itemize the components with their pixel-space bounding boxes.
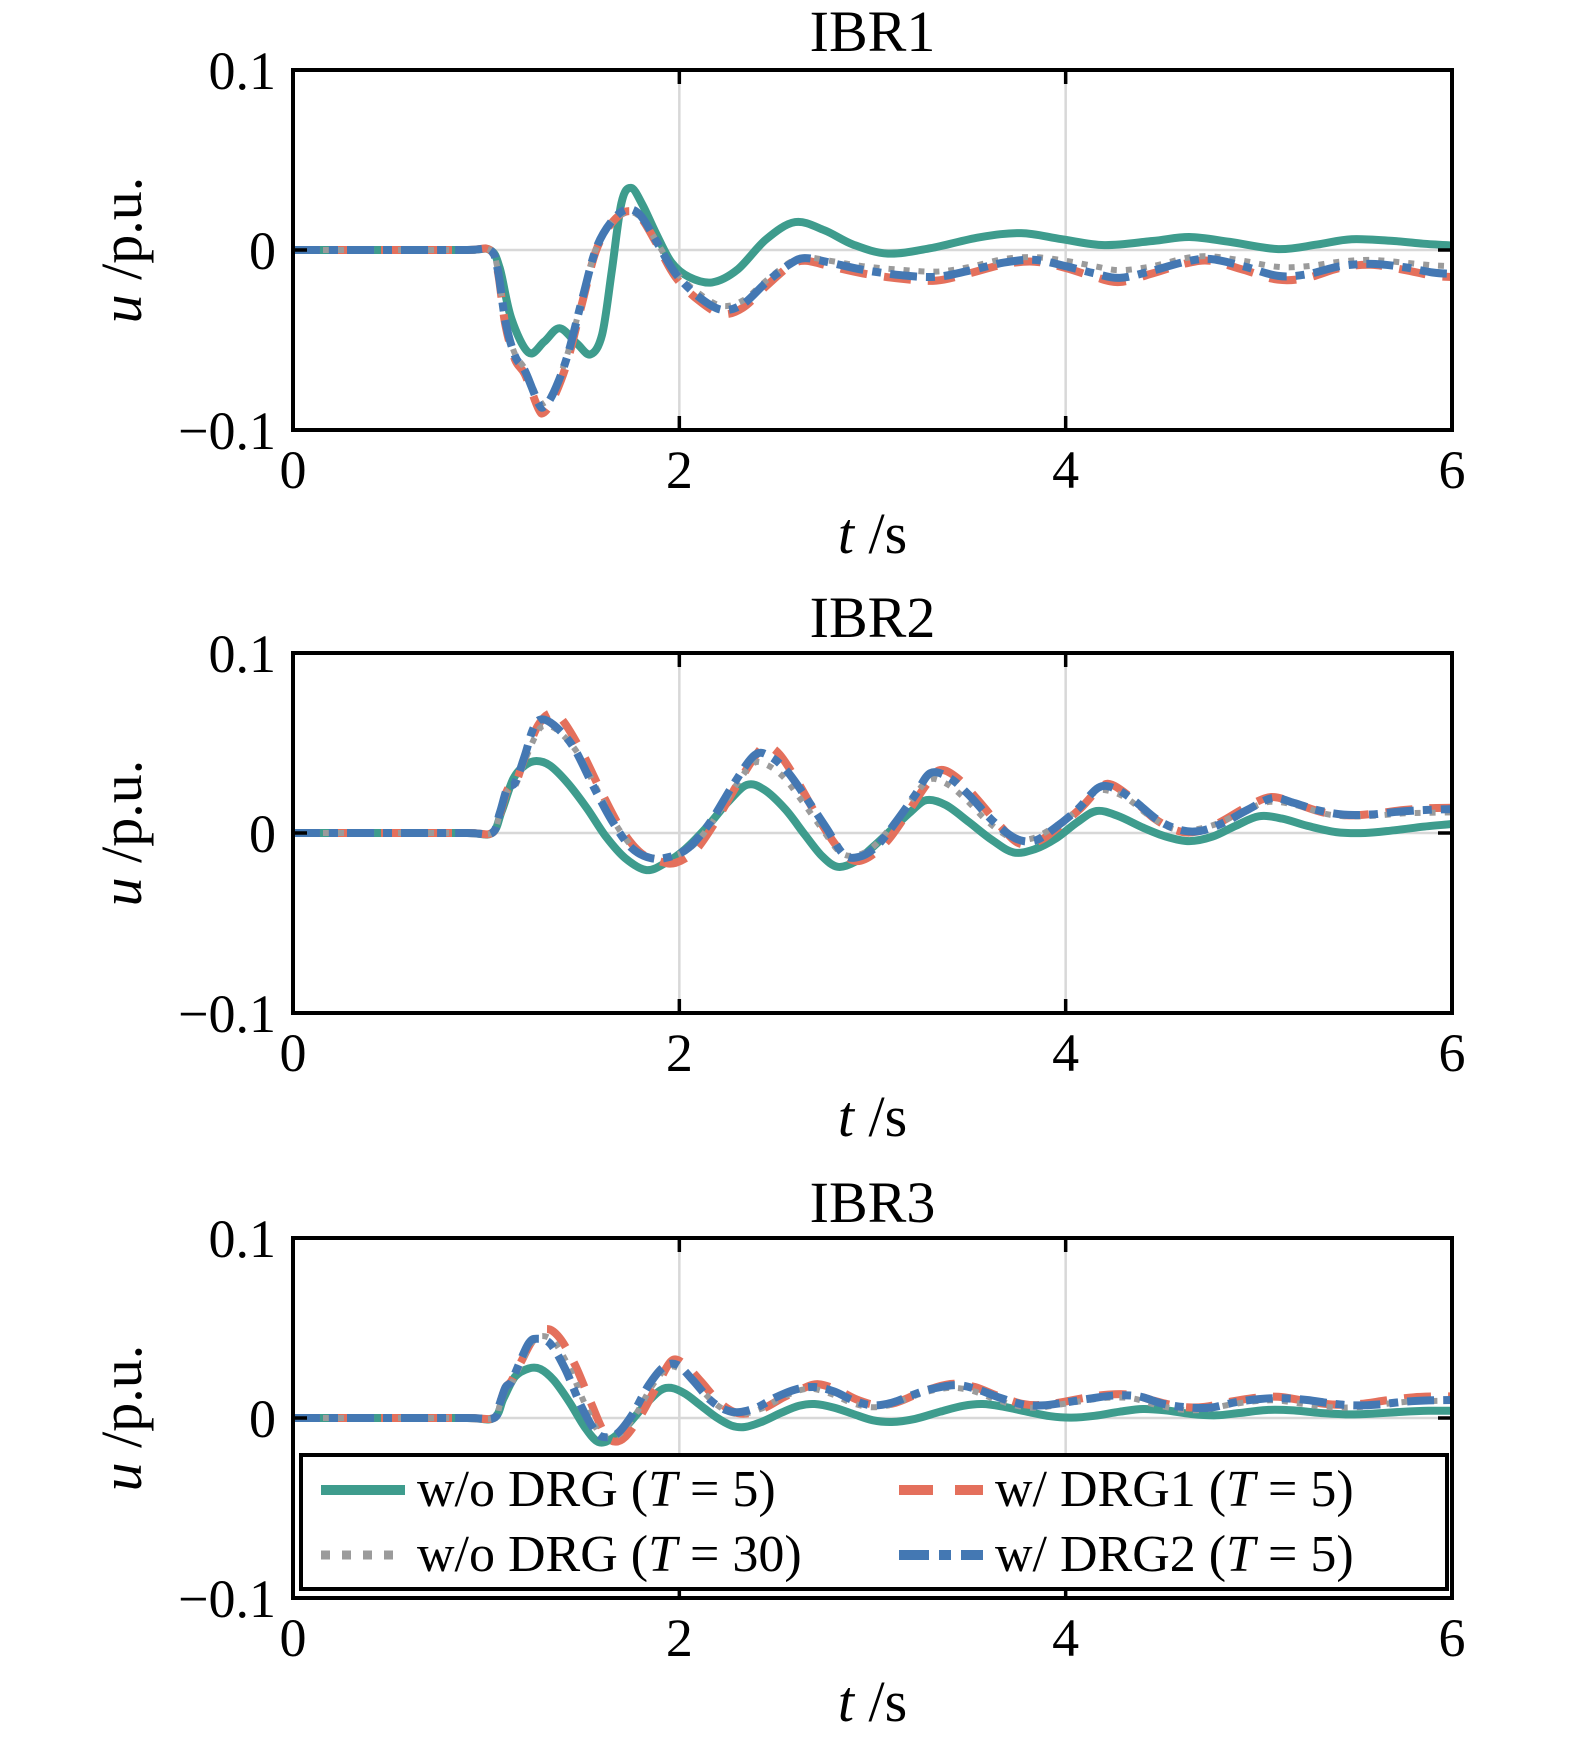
y-axis-label-ibr2: u /p.u. xyxy=(89,759,154,907)
legend-swatch-solid-teal-icon xyxy=(321,1484,405,1495)
svg-text:−0.1: −0.1 xyxy=(178,984,276,1044)
svg-text:6: 6 xyxy=(1439,1608,1466,1668)
legend-swatch-dotted-gray-icon xyxy=(321,1550,405,1559)
legend-item-wo-drg-t30: w/o DRG (T = 30) xyxy=(319,1525,897,1584)
svg-text:0: 0 xyxy=(249,1389,276,1449)
svg-text:4: 4 xyxy=(1052,440,1079,500)
svg-text:6: 6 xyxy=(1439,440,1466,500)
svg-text:0: 0 xyxy=(280,1023,307,1083)
legend-item-w-drg1-t5: w/ DRG1 (T = 5) xyxy=(897,1460,1445,1519)
svg-text:2: 2 xyxy=(666,440,693,500)
svg-text:0.1: 0.1 xyxy=(209,41,277,101)
legend-item-w-drg2-t5: w/ DRG2 (T = 5) xyxy=(897,1525,1445,1584)
legend-item-label: w/o DRG (T = 30) xyxy=(417,1526,802,1583)
legend-swatch-dashdot-blue-icon xyxy=(899,1549,983,1560)
chart-title-ibr3: IBR3 xyxy=(809,1170,936,1235)
chart-title-ibr1: IBR1 xyxy=(809,0,936,64)
svg-text:0: 0 xyxy=(280,440,307,500)
svg-text:−0.1: −0.1 xyxy=(178,1569,276,1629)
legend-item-wo-drg-t5: w/o DRG (T = 5) xyxy=(319,1460,897,1519)
legend-item-label: w/ DRG1 (T = 5) xyxy=(995,1461,1354,1518)
chart-title-ibr2: IBR2 xyxy=(809,585,936,650)
svg-text:0.1: 0.1 xyxy=(209,1209,277,1269)
x-axis-label-ibr2: t /s xyxy=(837,1084,908,1149)
legend-item-label: w/ DRG2 (T = 5) xyxy=(995,1526,1354,1583)
legend-item-label: w/o DRG (T = 5) xyxy=(417,1461,776,1518)
svg-text:4: 4 xyxy=(1052,1023,1079,1083)
legend: w/o DRG (T = 5) w/ DRG1 (T = 5) w/o DRG … xyxy=(299,1453,1449,1591)
svg-text:6: 6 xyxy=(1439,1023,1466,1083)
svg-text:−0.1: −0.1 xyxy=(178,401,276,461)
svg-text:2: 2 xyxy=(666,1023,693,1083)
svg-text:0.1: 0.1 xyxy=(209,624,277,684)
svg-text:2: 2 xyxy=(666,1608,693,1668)
svg-text:4: 4 xyxy=(1052,1608,1079,1668)
x-axis-label-ibr1: t /s xyxy=(837,501,908,566)
svg-text:0: 0 xyxy=(249,221,276,281)
svg-text:0: 0 xyxy=(249,804,276,864)
x-axis-label-ibr3: t /s xyxy=(837,1669,908,1734)
legend-swatch-dashed-salmon-icon xyxy=(899,1484,983,1495)
y-axis-label-ibr3: u /p.u. xyxy=(89,1344,154,1492)
svg-text:0: 0 xyxy=(280,1608,307,1668)
y-axis-label-ibr1: u /p.u. xyxy=(89,176,154,324)
